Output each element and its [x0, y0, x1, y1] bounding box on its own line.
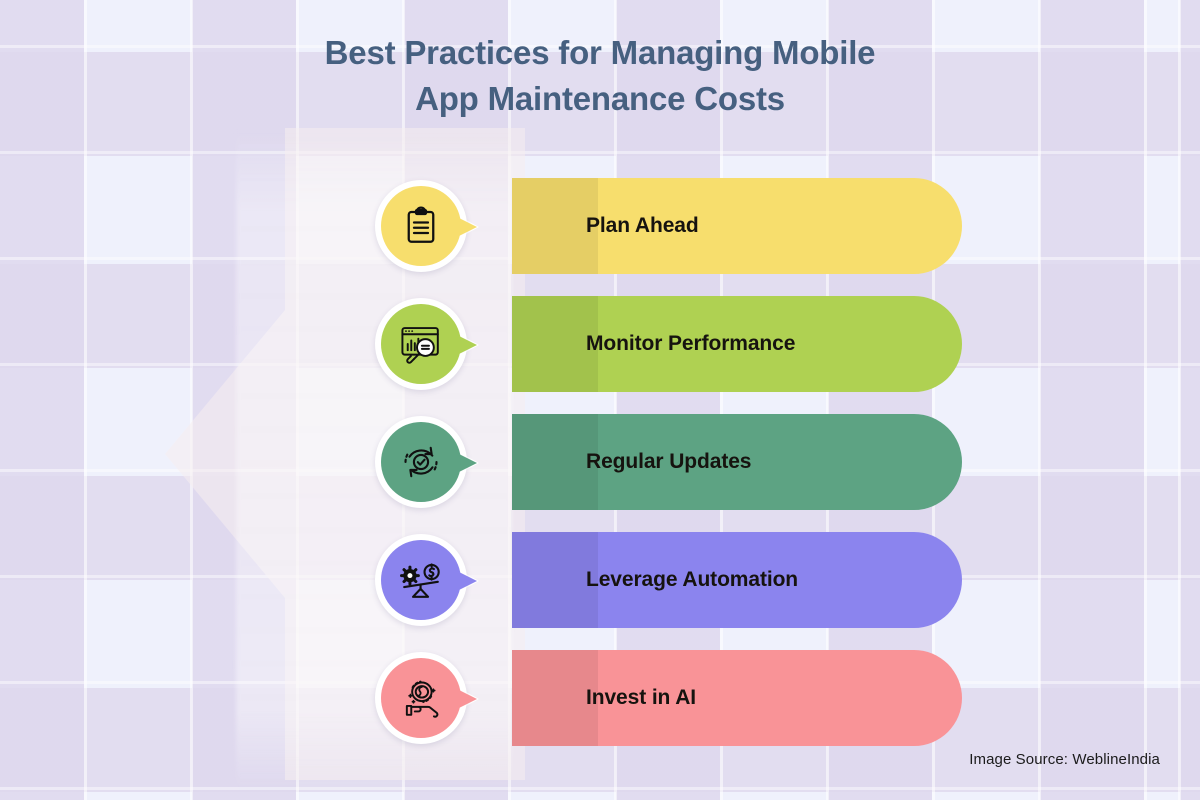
icon-tail	[459, 572, 477, 590]
icon-disc	[381, 304, 461, 384]
practice-icon-bubble[interactable]	[375, 652, 479, 744]
icon-disc	[381, 422, 461, 502]
page-title-line-1: Best Practices for Managing Mobile	[324, 34, 876, 71]
refresh-check-icon	[404, 446, 438, 478]
icon-disc	[381, 658, 461, 738]
practice-bar[interactable]: Regular Updates	[512, 414, 962, 510]
practice-icon-bubble[interactable]	[375, 298, 479, 390]
practice-icon-bubble[interactable]	[375, 534, 479, 626]
practice-label: Monitor Performance	[586, 332, 796, 355]
practice-row: Monitor Performance	[0, 296, 1200, 392]
practices-list: Plan Ahead	[0, 178, 1200, 768]
icon-tail	[459, 454, 477, 472]
icon-disc	[381, 186, 461, 266]
practice-label: Plan Ahead	[586, 214, 699, 237]
practice-row: Leverage Automation	[0, 532, 1200, 628]
practice-bar[interactable]: Plan Ahead	[512, 178, 962, 274]
clipboard-icon	[407, 206, 435, 243]
practice-row: Regular Updates	[0, 414, 1200, 510]
practice-bar[interactable]: Monitor Performance	[512, 296, 962, 392]
icon-tail	[459, 336, 477, 354]
practice-icon-bubble[interactable]	[375, 416, 479, 508]
dollar-coin-icon	[423, 563, 440, 581]
icon-disc	[381, 540, 461, 620]
sparkle-icons	[408, 688, 436, 704]
chart-magnifier-icon	[401, 327, 439, 364]
balance-gear-money-icon	[400, 563, 440, 598]
image-source-credit: Image Source: WeblineIndia	[969, 751, 1160, 768]
practice-row: Plan Ahead	[0, 178, 1200, 274]
practice-label: Leverage Automation	[586, 568, 799, 591]
practice-row: Invest in AI	[0, 650, 1200, 746]
practice-label: Regular Updates	[586, 450, 752, 473]
practice-bar[interactable]: Invest in AI	[512, 650, 962, 746]
page-title: Best Practices for Managing Mobile App M…	[0, 30, 1200, 121]
icon-tail	[459, 690, 477, 708]
practice-icon-bubble[interactable]	[375, 180, 479, 272]
practice-bar[interactable]: Leverage Automation	[512, 532, 962, 628]
hand-coin-icon	[405, 680, 439, 718]
page-title-line-2: App Maintenance Costs	[415, 79, 785, 117]
icon-tail	[459, 218, 477, 236]
gear-icon	[400, 565, 420, 586]
practice-label: Invest in AI	[586, 686, 697, 709]
